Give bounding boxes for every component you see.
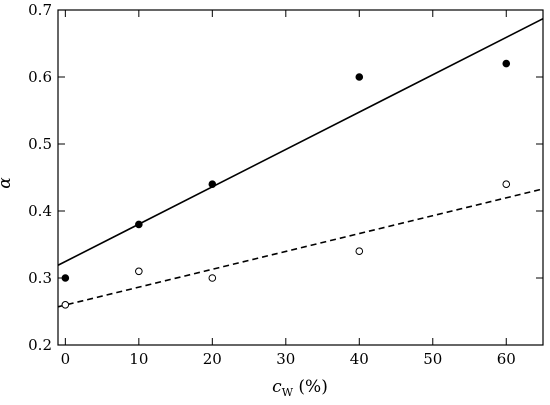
x-tick-label: 60 bbox=[497, 350, 516, 368]
x-tick-label: 20 bbox=[203, 350, 222, 368]
data-point-open bbox=[61, 301, 70, 309]
axis-ticks: 0 10 20 30 40 50 60 0.2 0.3 0.4 0.5 0.6 0.7 bbox=[28, 1, 543, 368]
x-axis-label: cW (%) bbox=[272, 377, 328, 399]
data-point-filled bbox=[355, 73, 364, 81]
data-point-filled bbox=[502, 59, 511, 68]
data-point-filled bbox=[61, 274, 70, 282]
data-point-open bbox=[208, 274, 217, 282]
y-tick-label: 0.2 bbox=[28, 336, 52, 354]
y-tick-label: 0.7 bbox=[28, 1, 52, 19]
x-tick-label: 0 bbox=[61, 350, 71, 368]
data-point-open bbox=[355, 247, 364, 255]
x-tick-label: 30 bbox=[276, 350, 295, 368]
fit-line-solid bbox=[57, 17, 544, 266]
y-tick-label: 0.6 bbox=[28, 68, 52, 86]
y-axis-label: α bbox=[0, 177, 15, 189]
x-axis-label-subscript: W bbox=[282, 386, 294, 399]
plot-frame bbox=[57, 9, 544, 346]
x-tick-label: 40 bbox=[350, 350, 369, 368]
fit-line-dashed bbox=[57, 188, 544, 308]
data-point-open bbox=[135, 267, 143, 276]
data-point-open bbox=[502, 180, 511, 188]
data-points bbox=[61, 59, 511, 309]
x-axis-label-unit: (%) bbox=[293, 377, 328, 397]
y-tick-label: 0.4 bbox=[28, 202, 52, 220]
y-tick-label: 0.5 bbox=[28, 135, 52, 153]
x-axis-label-main: c bbox=[272, 377, 282, 397]
x-tick-label: 50 bbox=[423, 350, 442, 368]
x-tick-label: 10 bbox=[129, 350, 148, 368]
fit-lines bbox=[57, 17, 544, 308]
data-point-filled bbox=[135, 220, 143, 229]
data-point-filled bbox=[208, 180, 217, 188]
y-tick-label: 0.3 bbox=[28, 269, 52, 287]
